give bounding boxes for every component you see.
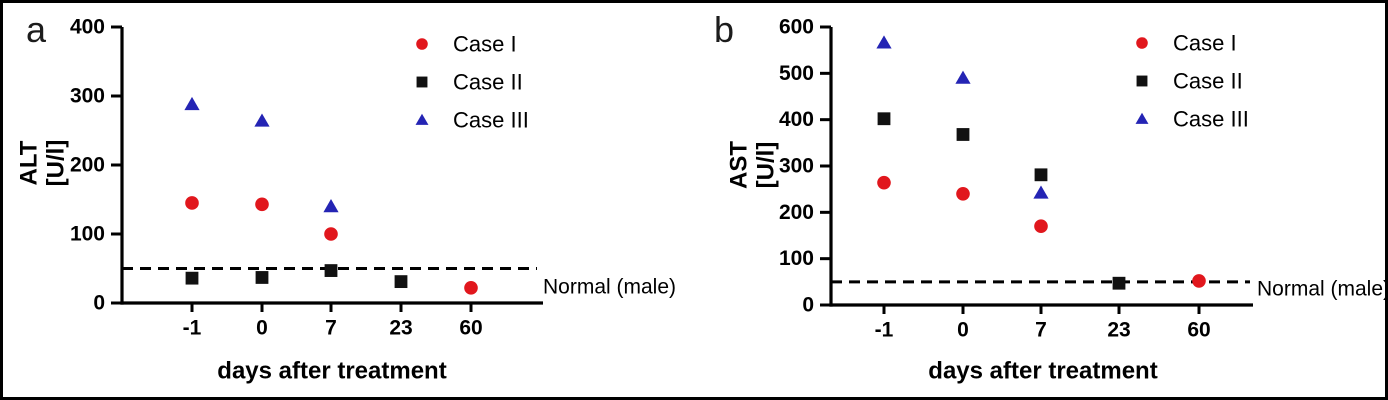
y-axis-tick-label: 400 [779, 108, 814, 131]
x-axis-tick-label: 23 [1107, 319, 1130, 342]
data-point-case-iii [184, 96, 200, 111]
normal-range-label: Normal (male) [543, 276, 676, 299]
data-point-case-i [956, 187, 970, 201]
x-axis-tick-label: 60 [459, 317, 482, 340]
y-axis-tick-label: 100 [779, 247, 814, 270]
legend-label: Case II [453, 70, 523, 95]
x-axis-tick-label: -1 [183, 317, 202, 340]
x-axis-tick-label: 7 [1035, 319, 1047, 342]
y-axis-tick-label: 300 [779, 155, 814, 178]
data-point-case-ii [956, 128, 970, 141]
x-axis-tick-label: 7 [325, 317, 337, 340]
legend-marker-circle-icon [416, 38, 428, 50]
legend-marker-square-icon [416, 76, 428, 88]
x-axis-tick-label: -1 [875, 319, 894, 342]
legend-label: Case III [1173, 107, 1249, 132]
data-point-case-ii [1034, 168, 1048, 182]
y-axis-tick-label: 0 [93, 292, 105, 315]
data-point-case-iii [323, 199, 339, 213]
y-axis-tick-label: 200 [70, 154, 105, 177]
y-axis-title-line: AST [726, 141, 753, 189]
data-point-case-i [324, 227, 338, 241]
data-point-case-i [255, 197, 269, 212]
x-axis-tick-label: 0 [957, 319, 969, 342]
legend-label: Case I [453, 32, 517, 57]
y-axis-title-line: ALT [16, 140, 43, 185]
data-point-case-iii [254, 113, 270, 127]
y-axis-tick-label: 0 [802, 294, 814, 317]
data-point-case-i [185, 196, 199, 210]
legend-label: Case III [453, 108, 529, 133]
data-point-case-i [1034, 219, 1048, 234]
legend-marker-square-icon [1136, 75, 1148, 87]
panel-a-letter: a [26, 9, 47, 50]
data-point-case-iii [955, 70, 971, 84]
legend-marker-circle-icon [1136, 37, 1148, 49]
data-point-case-ii [255, 271, 269, 284]
data-point-case-i [877, 175, 891, 190]
data-point-case-iii [876, 35, 892, 49]
y-axis-title-line: [U/l] [43, 140, 70, 187]
panel-b-letter: b [714, 9, 734, 50]
y-axis-tick-label: 600 [779, 16, 814, 39]
data-point-case-ii [394, 275, 408, 289]
y-axis-tick-label: 400 [70, 16, 105, 39]
y-axis-tick-label: 100 [70, 223, 105, 246]
data-point-case-i [1192, 274, 1206, 288]
data-point-case-i [464, 281, 478, 295]
data-point-case-ii [1112, 276, 1126, 290]
legend-marker-triangle-icon [415, 113, 429, 125]
x-axis-tick-label: 60 [1187, 319, 1210, 342]
y-axis-tick-label: 300 [70, 85, 105, 108]
legend-label: Case II [1173, 69, 1243, 94]
x-axis-title: days after treatment [217, 358, 446, 385]
legend-marker-triangle-icon [1135, 112, 1149, 124]
y-axis-title-line: [U/l] [753, 142, 780, 189]
x-axis-tick-label: 23 [389, 317, 412, 340]
data-point-case-ii [324, 264, 338, 277]
data-point-case-ii [877, 112, 891, 126]
x-axis-tick-label: 0 [256, 317, 268, 340]
data-point-case-ii [185, 271, 199, 285]
y-axis-tick-label: 500 [779, 62, 814, 85]
normal-range-label: Normal (male) [1257, 278, 1388, 301]
data-point-case-iii [1033, 185, 1049, 199]
y-axis-tick-label: 200 [779, 201, 814, 224]
x-axis-title: days after treatment [928, 358, 1157, 385]
legend-label: Case I [1173, 31, 1237, 56]
